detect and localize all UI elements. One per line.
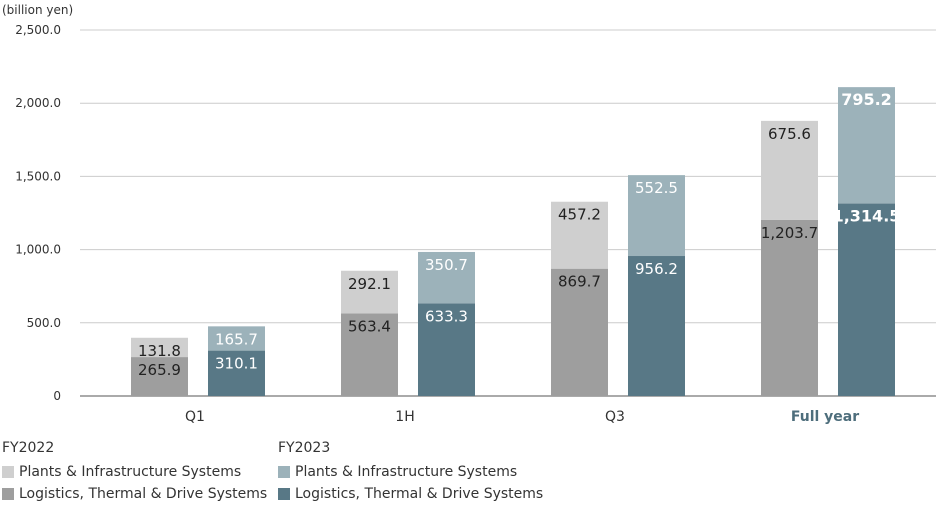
- data-label: 675.6: [768, 125, 811, 143]
- legend-item-fy2022-plants: Plants & Infrastructure Systems: [2, 462, 267, 482]
- bar-segment: [761, 120, 818, 220]
- stacked-bar-chart: (billion yen) 0 500.0 1,000.0 1,500.0 2,000.…: [2, 3, 936, 425]
- legend-swatch: [2, 488, 14, 500]
- y-tick-label: 500.0: [27, 316, 61, 330]
- legend-label: Logistics, Thermal & Drive Systems: [19, 486, 268, 502]
- legend-swatch: [278, 466, 290, 478]
- legend-item-fy2023-logistics: Logistics, Thermal & Drive Systems: [278, 484, 543, 504]
- unit-label: (billion yen): [2, 3, 73, 17]
- data-label: 265.9: [138, 361, 181, 379]
- data-label: 552.5: [635, 179, 678, 197]
- legend-item-fy2023-plants: Plants & Infrastructure Systems: [278, 462, 543, 482]
- legend-fy2022: FY2022 Plants & Infrastructure Systems L…: [2, 440, 267, 506]
- bar-segment: [761, 219, 818, 396]
- bar-segment: [628, 175, 685, 257]
- bar-segment: [208, 350, 265, 396]
- bars: [131, 87, 895, 396]
- data-label: 131.8: [138, 342, 181, 360]
- bar-segment: [418, 303, 475, 396]
- bar-segment: [551, 201, 608, 269]
- legend-swatch: [2, 466, 14, 478]
- legend-fy2023: FY2023 Plants & Infrastructure Systems L…: [278, 440, 543, 506]
- x-category-label: Full year: [791, 409, 859, 425]
- data-label: 795.2: [841, 90, 892, 109]
- y-tick-label: 2,000.0: [15, 96, 61, 110]
- bar-segment: [341, 313, 398, 396]
- data-label: 310.1: [215, 355, 258, 373]
- bar-segment: [838, 87, 895, 204]
- bar-segment: [341, 270, 398, 314]
- bar-segment: [551, 268, 608, 396]
- bar-segment: [208, 326, 265, 351]
- bar-segment: [131, 357, 188, 396]
- data-label: 633.3: [425, 307, 468, 325]
- data-label: 292.1: [348, 275, 391, 293]
- legend-title-fy2022: FY2022: [2, 440, 55, 456]
- y-tick-label: 0: [53, 389, 61, 403]
- data-label: 1,314.5: [833, 207, 901, 226]
- x-category-label: 1H: [395, 409, 414, 425]
- bar-segment: [838, 203, 895, 396]
- bar-segment: [418, 251, 475, 304]
- legend-label: Logistics, Thermal & Drive Systems: [295, 486, 544, 502]
- data-label: 563.4: [348, 318, 391, 336]
- legend-swatch: [278, 488, 290, 500]
- y-tick-label: 1,500.0: [15, 169, 61, 183]
- bar-segment: [131, 337, 188, 358]
- data-label: 1,203.7: [761, 224, 818, 242]
- data-label: 956.2: [635, 260, 678, 278]
- data-label: 350.7: [425, 256, 468, 274]
- bar-segment: [628, 256, 685, 396]
- legend-label: Plants & Infrastructure Systems: [295, 464, 518, 480]
- data-label: 869.7: [558, 273, 601, 291]
- y-tick-label: 1,000.0: [15, 243, 61, 257]
- data-label: 165.7: [215, 330, 258, 348]
- legend-label: Plants & Infrastructure Systems: [19, 464, 242, 480]
- x-category-label: Q3: [605, 409, 625, 425]
- legend-item-fy2022-logistics: Logistics, Thermal & Drive Systems: [2, 484, 267, 504]
- x-axis-labels: Q1 1H Q3 Full year: [185, 409, 859, 425]
- y-tick-label: 2,500.0: [15, 23, 61, 37]
- data-label: 457.2: [558, 206, 601, 224]
- x-category-label: Q1: [185, 409, 205, 425]
- legend-title-fy2023: FY2023: [278, 440, 331, 456]
